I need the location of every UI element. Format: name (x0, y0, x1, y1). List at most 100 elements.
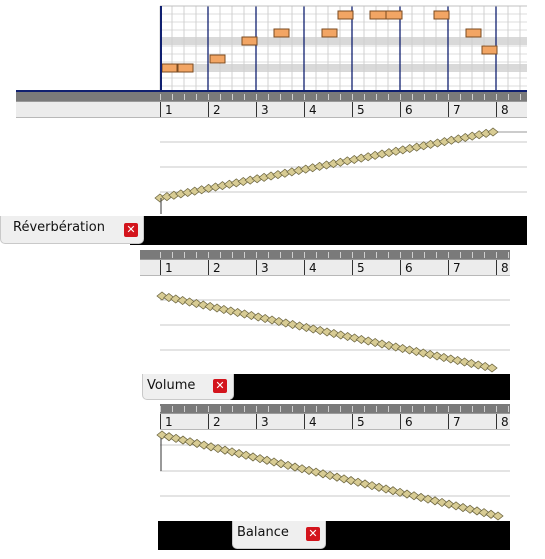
ruler-bar-tick (400, 102, 401, 117)
reverb-tab-label: Réverbération (13, 220, 105, 235)
automation-point (492, 511, 504, 521)
volume-automation-lane[interactable] (156, 276, 510, 374)
ruler-sub-tick (184, 406, 185, 412)
ruler-sub-tick (436, 94, 437, 100)
ruler-bar-tick (160, 102, 161, 117)
ruler-bar-tick (400, 414, 401, 429)
ruler-bar-tick (352, 102, 353, 117)
track-header-strip (140, 250, 510, 259)
ruler-sub-tick (472, 94, 473, 100)
timeline-ruler[interactable]: 1 2 3 4 5 6 7 8 (160, 413, 510, 430)
ruler-measure-number: 4 (309, 261, 317, 275)
ruler-sub-tick (196, 252, 197, 258)
ruler-measure-number: 7 (453, 103, 461, 117)
piano-roll[interactable] (159, 0, 527, 92)
ruler-measure-number: 6 (405, 261, 413, 275)
balance-track-bar (158, 521, 510, 550)
volume-track-bar (230, 374, 510, 400)
timeline-ruler[interactable]: 1 2 3 4 5 6 7 8 (140, 259, 510, 276)
ruler-sub-tick (388, 406, 389, 412)
ruler-measure-number: 1 (165, 415, 173, 429)
ruler-sub-tick (328, 406, 329, 412)
ruler-sub-tick (352, 406, 353, 412)
ruler-sub-tick (340, 406, 341, 412)
close-icon[interactable]: ✕ (306, 527, 320, 541)
ruler-sub-tick (436, 406, 437, 412)
ruler-sub-tick (196, 94, 197, 100)
ruler-ticks (160, 92, 527, 101)
ruler-sub-tick (280, 406, 281, 412)
reverb-automation-lane[interactable] (154, 118, 527, 216)
ruler-measure-number: 3 (261, 415, 269, 429)
ruler-measure-number: 6 (405, 415, 413, 429)
ruler-measure-number: 6 (405, 103, 413, 117)
ruler-sub-tick (424, 252, 425, 258)
ruler-sub-tick (412, 252, 413, 258)
reverb-track-bar (130, 216, 527, 245)
ruler-sub-tick (244, 252, 245, 258)
close-icon[interactable]: ✕ (124, 223, 138, 237)
timeline-ruler[interactable]: 1 2 3 4 5 6 7 8 (16, 101, 527, 118)
note (481, 45, 498, 55)
ruler-measure-number: 8 (501, 261, 509, 275)
ruler-sub-tick (268, 94, 269, 100)
ruler-bar-tick (496, 102, 497, 117)
ruler-measure-number: 4 (309, 415, 317, 429)
balance-automation-lane[interactable] (156, 430, 510, 522)
note (209, 54, 226, 64)
ruler-sub-tick (508, 94, 509, 100)
ruler-sub-tick (448, 252, 449, 258)
ruler-bar-tick (448, 414, 449, 429)
close-icon[interactable]: ✕ (213, 379, 227, 393)
ruler-sub-tick (364, 406, 365, 412)
ruler-sub-tick (256, 94, 257, 100)
ruler-measure-number: 4 (309, 103, 317, 117)
ruler-sub-tick (292, 94, 293, 100)
reverb-automation-curve[interactable] (154, 118, 527, 216)
ruler-sub-tick (316, 406, 317, 412)
ruler-sub-tick (160, 94, 161, 100)
ruler-sub-tick (220, 94, 221, 100)
ruler-sub-tick (220, 406, 221, 412)
ruler-sub-tick (280, 94, 281, 100)
automation-point (487, 127, 499, 137)
ruler-measure-number: 3 (261, 103, 269, 117)
piano-roll-grid[interactable] (159, 0, 527, 92)
ruler-sub-tick (328, 252, 329, 258)
note (273, 28, 290, 38)
volume-tab[interactable]: Volume ✕ (142, 374, 234, 400)
ruler-sub-tick (172, 252, 173, 258)
ruler-bar-tick (352, 414, 353, 429)
ruler-sub-tick (244, 94, 245, 100)
ruler-sub-tick (292, 406, 293, 412)
ruler-sub-tick (364, 252, 365, 258)
note (241, 36, 258, 46)
volume-automation-curve[interactable] (156, 276, 510, 374)
ruler-sub-tick (340, 94, 341, 100)
ruler-measure-number: 3 (261, 261, 269, 275)
ruler-sub-tick (328, 94, 329, 100)
balance-automation-curve[interactable] (156, 430, 510, 522)
ruler-sub-tick (232, 406, 233, 412)
balance-tab[interactable]: Balance ✕ (232, 521, 326, 549)
ruler-sub-tick (448, 94, 449, 100)
ruler-sub-tick (352, 94, 353, 100)
pitch-row-shaded (160, 37, 527, 45)
ruler-measure-number: 8 (501, 415, 509, 429)
ruler-measure-number: 5 (357, 103, 365, 117)
ruler-measure-number: 2 (213, 103, 221, 117)
note (433, 10, 450, 20)
note (177, 63, 194, 73)
ruler-sub-tick (220, 252, 221, 258)
ruler-bar-tick (400, 260, 401, 275)
ruler-sub-tick (412, 94, 413, 100)
note (161, 63, 178, 73)
ruler-bar-tick (304, 260, 305, 275)
reverb-tab[interactable]: Réverbération ✕ (0, 216, 144, 244)
ruler-bar-tick (256, 414, 257, 429)
ruler-sub-tick (424, 94, 425, 100)
ruler-ticks (160, 250, 510, 259)
ruler-sub-tick (160, 252, 161, 258)
ruler-sub-tick (244, 406, 245, 412)
track-header-strip (16, 92, 527, 101)
